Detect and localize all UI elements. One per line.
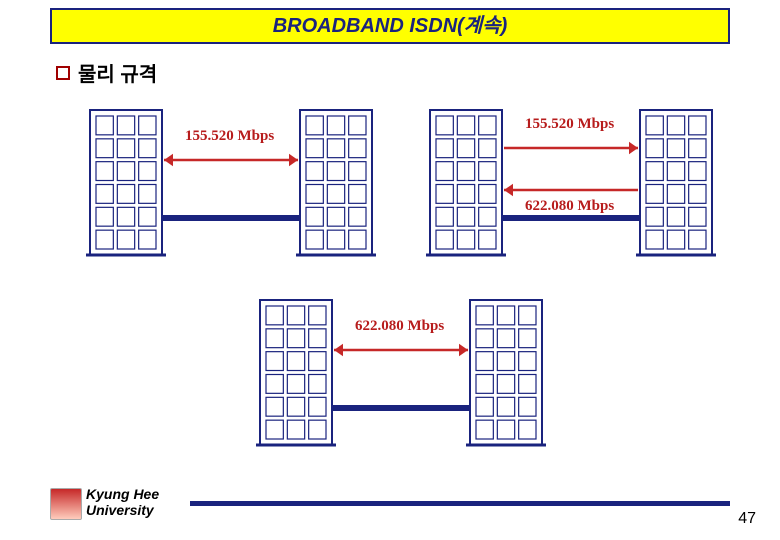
svg-text:155.520 Mbps: 155.520 Mbps [185, 128, 274, 144]
footer-uni-line1: Kyung Hee [86, 486, 159, 502]
svg-text:622.080 Mbps: 622.080 Mbps [525, 198, 614, 214]
footer-university: Kyung Hee University [86, 487, 159, 518]
university-logo-icon [50, 488, 82, 520]
svg-text:622.080 Mbps: 622.080 Mbps [355, 318, 444, 334]
diagram-stage: 155.520 Mbps 155.520 Mbps 622.080 Mbps 622.… [0, 0, 780, 540]
footer-uni-line2: University [86, 502, 154, 518]
page-number: 47 [738, 510, 756, 528]
svg-text:155.520 Mbps: 155.520 Mbps [525, 116, 614, 132]
footer-divider [190, 501, 730, 506]
